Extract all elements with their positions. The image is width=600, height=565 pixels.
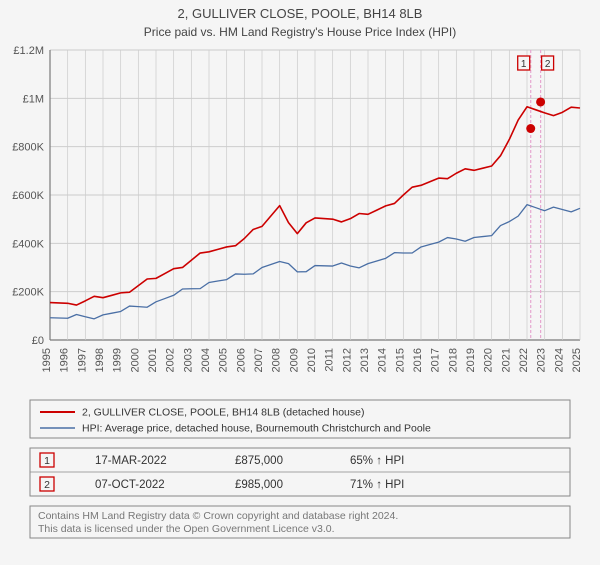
x-tick-label: 2015 <box>394 348 406 372</box>
legend-label: HPI: Average price, detached house, Bour… <box>82 423 431 435</box>
sale-marker-dot <box>536 97 545 106</box>
sale-num: 2 <box>44 479 50 491</box>
x-tick-label: 2008 <box>271 348 283 372</box>
sale-marker-dot <box>526 124 535 133</box>
y-tick-label: £1M <box>23 93 44 105</box>
x-tick-label: 2000 <box>129 348 141 372</box>
footer-line2: This data is licensed under the Open Gov… <box>38 523 335 535</box>
x-tick-label: 1996 <box>59 348 71 372</box>
chart-canvas: 2, GULLIVER CLOSE, POOLE, BH14 8LB Price … <box>0 0 600 560</box>
x-tick-label: 2010 <box>306 348 318 372</box>
footer-line1: Contains HM Land Registry data © Crown c… <box>38 510 398 522</box>
sale-marker-num: 2 <box>545 59 551 70</box>
y-tick-label: £200K <box>12 287 44 299</box>
x-tick-label: 2005 <box>218 348 230 372</box>
x-tick-label: 2018 <box>447 348 459 372</box>
x-tick-label: 2016 <box>412 348 424 372</box>
sale-pct: 71% ↑ HPI <box>350 479 404 491</box>
x-tick-label: 2009 <box>288 348 300 372</box>
sale-pct: 65% ↑ HPI <box>350 455 404 467</box>
x-tick-label: 2011 <box>324 348 336 372</box>
x-tick-label: 1997 <box>76 348 88 372</box>
x-tick-label: 2003 <box>182 348 194 372</box>
x-tick-label: 2014 <box>377 348 389 372</box>
x-tick-label: 2025 <box>571 348 583 372</box>
sale-price: £985,000 <box>235 479 283 491</box>
x-tick-label: 2019 <box>465 348 477 372</box>
sale-date: 17-MAR-2022 <box>95 455 167 467</box>
chart-subtitle: Price paid vs. HM Land Registry's House … <box>144 25 456 39</box>
x-tick-label: 2022 <box>518 348 530 372</box>
x-tick-label: 1995 <box>41 348 53 372</box>
x-tick-label: 2006 <box>235 348 247 372</box>
x-tick-label: 2020 <box>483 348 495 372</box>
y-tick-label: £600K <box>12 190 44 202</box>
x-tick-label: 2021 <box>500 348 512 372</box>
y-tick-label: £0 <box>32 335 44 347</box>
x-tick-label: 2002 <box>165 348 177 372</box>
y-tick-label: £1.2M <box>13 45 44 57</box>
legend-label: 2, GULLIVER CLOSE, POOLE, BH14 8LB (deta… <box>82 407 364 419</box>
x-tick-label: 2001 <box>147 348 159 372</box>
x-tick-label: 2004 <box>200 348 212 372</box>
x-tick-label: 2013 <box>359 348 371 372</box>
x-tick-label: 2007 <box>253 348 265 372</box>
chart-title: 2, GULLIVER CLOSE, POOLE, BH14 8LB <box>178 6 423 21</box>
x-tick-label: 2024 <box>553 348 565 372</box>
y-tick-label: £800K <box>12 142 44 154</box>
x-tick-label: 2017 <box>430 348 442 372</box>
sale-price: £875,000 <box>235 455 283 467</box>
sale-num: 1 <box>44 455 50 467</box>
x-tick-label: 2023 <box>536 348 548 372</box>
x-tick-label: 2012 <box>341 348 353 372</box>
x-tick-label: 1999 <box>112 348 124 372</box>
y-tick-label: £400K <box>12 238 44 250</box>
x-tick-label: 1998 <box>94 348 106 372</box>
sale-marker-num: 1 <box>521 59 527 70</box>
sale-date: 07-OCT-2022 <box>95 479 165 491</box>
